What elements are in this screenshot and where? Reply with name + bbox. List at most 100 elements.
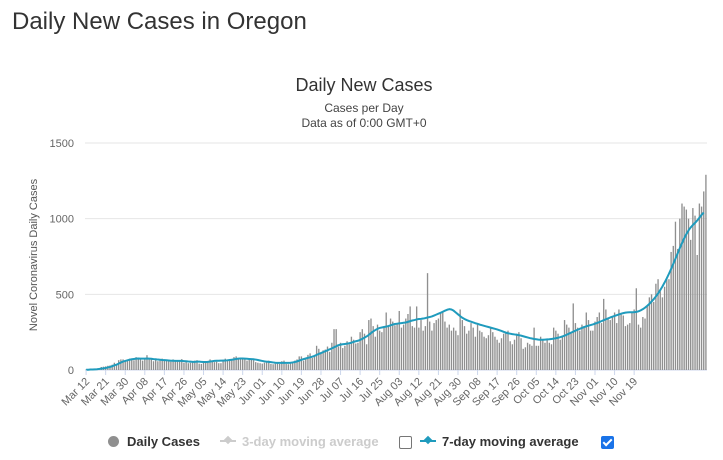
daily-case-bar [579,330,581,370]
legend-7day-average[interactable]: 7-day moving average [420,430,579,452]
daily-case-bar [470,323,472,370]
toggle-7day-average-checkbox[interactable] [601,436,614,449]
toggle-3day-average-checkbox[interactable] [399,436,412,449]
daily-case-bar [668,279,670,370]
daily-case-bar [115,363,118,370]
daily-case-bar [587,320,590,370]
daily-case-bar [620,314,622,370]
daily-case-bar [144,358,146,370]
daily-case-bar [133,360,135,370]
daily-case-bar [663,286,666,370]
daily-case-bar [383,327,385,370]
daily-case-bar [200,363,203,370]
daily-case-bar [326,346,329,370]
daily-case-bar [176,360,179,370]
legend-3day-average[interactable]: 3-day moving average [220,430,379,452]
daily-case-bar [502,333,505,370]
daily-case-bar [616,323,618,370]
daily-case-bar [603,298,605,370]
line-marker-icon [420,440,436,442]
daily-case-bar [224,358,226,370]
daily-case-bar [466,333,468,370]
daily-case-bar [698,203,701,370]
daily-case-bar [352,339,355,370]
daily-case-bar [111,364,113,370]
daily-case-bar [213,362,216,370]
daily-case-bar [655,283,657,370]
daily-case-bar [592,330,594,370]
daily-case-bar [233,357,235,370]
daily-case-bar [141,360,144,370]
daily-case-bar [437,318,440,370]
daily-case-bar [392,321,394,370]
daily-case-bar [424,326,427,370]
daily-case-bar [376,324,379,370]
daily-case-bar [685,209,688,370]
daily-case-bar [542,339,544,370]
daily-case-bar [211,360,213,370]
daily-case-bar [446,327,448,370]
daily-case-bar [433,323,435,370]
daily-case-bar [659,291,661,370]
daily-case-bar [359,332,361,370]
daily-case-bar [635,288,637,370]
legend-7day-label: 7-day moving average [442,433,579,449]
chart-title: Daily New Cases [295,75,432,95]
daily-case-bar [196,360,198,370]
daily-case-bar [581,324,583,370]
legend-daily-cases[interactable]: Daily Cases [108,430,200,452]
daily-case-bar [379,330,381,370]
moving-average-line [86,211,705,371]
daily-case-bar [305,357,307,370]
chart-subtitle-line-2: Data as of 0:00 GMT+0 [301,116,426,130]
daily-case-bar [357,342,359,370]
daily-case-bar [120,359,122,370]
daily-case-bar [705,174,707,370]
daily-case-bar [389,318,392,370]
daily-case-bar [692,208,694,370]
daily-case-bar [124,361,126,370]
daily-case-bar [339,342,342,370]
daily-case-bar [513,339,516,370]
daily-case-bar [600,323,603,370]
daily-case-bar [646,306,648,370]
daily-case-bar [553,327,555,370]
daily-case-bar [300,356,303,370]
daily-case-bar [520,338,522,370]
daily-case-bar [400,327,403,370]
daily-case-bar [633,309,635,370]
daily-case-bar [459,309,461,370]
daily-case-bar [687,218,690,370]
page-title: Daily New Cases in Oregon [12,8,307,35]
daily-case-bar [650,294,653,370]
daily-case-bar [281,361,283,370]
daily-case-bar [170,361,172,370]
daily-case-bar [248,358,250,370]
daily-case-bar [159,360,161,370]
daily-case-bar [268,360,270,370]
daily-case-bar [205,361,207,370]
daily-case-bar [703,191,705,370]
daily-case-bar [583,326,585,370]
daily-case-bar [442,310,444,370]
daily-case-bar [557,333,559,370]
daily-case-bar [607,318,609,370]
daily-case-bar [181,359,183,370]
daily-case-bar [468,330,470,370]
daily-case-bar [228,360,231,370]
daily-case-bar [289,362,292,370]
daily-case-bar [585,312,587,370]
daily-case-bar [194,360,196,370]
daily-case-bar [409,306,411,370]
daily-case-bar [294,360,296,370]
daily-case-bar [613,312,616,370]
daily-case-bar [626,324,629,370]
daily-case-bar [250,359,253,370]
daily-case-bar [694,215,696,370]
daily-case-bar [496,339,498,370]
daily-case-bar [239,359,242,370]
daily-case-bar [246,360,248,370]
daily-case-bar [168,359,170,370]
daily-case-bar [653,301,655,370]
